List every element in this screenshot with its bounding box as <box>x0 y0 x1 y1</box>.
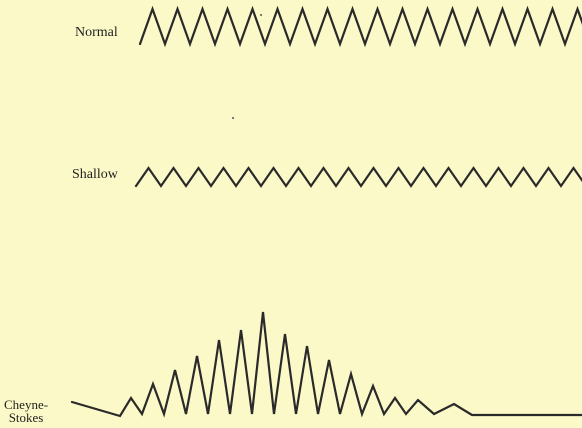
cheyne-stokes-label-line2: Stokes <box>8 410 44 425</box>
shallow-label: Shallow <box>72 167 118 182</box>
paper-speck <box>232 117 234 119</box>
cheyne-stokes-label: Cheyne- Stokes <box>4 398 48 424</box>
shallow-breathing-trace <box>134 166 582 188</box>
normal-label: Normal <box>75 25 118 40</box>
cheyne-stokes-label-line1: Cheyne- <box>4 397 49 412</box>
cheyne-stokes-breathing-trace <box>70 311 582 418</box>
paper-speck <box>260 14 262 16</box>
normal-breathing-trace <box>138 5 582 48</box>
